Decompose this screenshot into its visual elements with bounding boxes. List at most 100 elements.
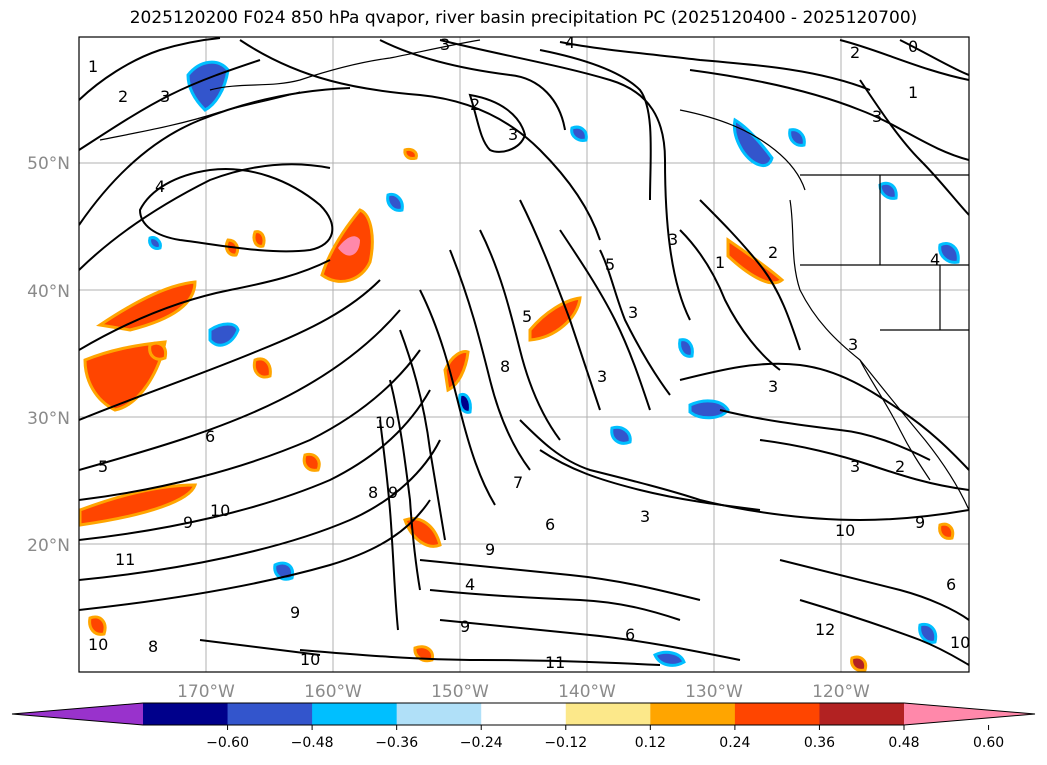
contour-label: 10 [835,521,855,540]
contour-label: 6 [205,427,215,446]
colorbar-extend-min [12,703,143,725]
colorbar-tick-label: 0.12 [635,735,666,751]
coastline-baja [859,359,931,481]
contour-label: 2 [118,87,128,106]
colorbar-tick-label: −0.60 [206,735,249,751]
contour-label: 3 [768,377,778,396]
contour-label: 1 [715,253,725,272]
contour-label: 9 [915,513,925,532]
lon-label-120w: 120°W [812,682,870,702]
border-us-states [800,175,969,331]
colorbar-tick-label: −0.24 [460,735,503,751]
precip-positive-patch [850,655,868,672]
precip-positive-patch [252,230,266,248]
coastline-bc [679,109,806,191]
lat-label-50n: 50°N [27,154,70,174]
contour-label: 5 [522,307,532,326]
precip-negative-patch [386,192,404,212]
precip-negative-patch [938,242,960,264]
contour-label: 9 [388,483,398,502]
contour-label: 8 [368,483,378,502]
contour-label: 3 [628,303,638,322]
colorbar-segment [227,703,313,725]
contour-label: 3 [508,125,518,144]
colorbar-segment [312,703,398,725]
colorbar-segment [565,703,651,725]
precip-negative-patch [610,425,632,445]
precip-anomaly-shading [79,60,960,672]
precip-positive-patch [302,452,321,472]
contour-label: 9 [290,603,300,622]
coastline-alaska [209,39,481,91]
lon-label-170w: 170°W [177,682,235,702]
precip-positive-patch [726,237,785,285]
contour-label: 3 [160,87,170,106]
contour-label: 3 [668,230,678,249]
contour-label: 8 [500,357,510,376]
colorbar [11,702,1036,726]
contour-label: 5 [98,457,108,476]
contour-label: 3 [440,35,450,54]
colorbar-ticks: −0.60 −0.48 −0.36 −0.24 −0.12 0.12 0.24 0.36 0.4… [206,725,1004,751]
latitude-labels: 50°N 40°N 30°N 20°N [27,154,70,556]
contour-label: 11 [545,653,565,672]
precip-negative-patch [918,622,938,644]
colorbar-tick-label: 0.24 [719,735,750,751]
contour-label: 11 [115,550,135,569]
precip-negative-patch [688,399,730,420]
lon-label-140w: 140°W [558,682,616,702]
contour-label: 9 [485,540,495,559]
contour-label: 3 [848,335,858,354]
contour-label: 10 [375,413,395,432]
colorbar-extend-max [904,703,1035,725]
contour-label: 3 [872,107,882,126]
contour-label: 3 [597,367,607,386]
colorbar-tick-label: 0.36 [804,735,835,751]
precip-positive-patch [938,522,955,540]
contour-label: 6 [545,515,555,534]
precip-negative-patch [570,125,588,142]
contour-label: 10 [210,501,230,520]
precip-positive-patch [88,615,107,636]
contour-label: 4 [565,33,575,52]
contour-label: 2 [470,95,480,114]
contour-label: 4 [930,250,940,269]
precip-negative-patch [878,181,898,200]
contour-label: 5 [605,255,615,274]
contour-label: 8 [148,637,158,656]
precip-positive-patch [83,340,167,412]
contour-label: 1 [908,83,918,102]
longitude-labels: 170°W 160°W 150°W 140°W 130°W 120°W [177,682,870,702]
map-frame [78,36,970,673]
colorbar-tick-label: 0.48 [888,735,919,751]
map-title: 2025120200 F024 850 hPa qvapor, river ba… [129,8,918,28]
precip-negative-patch [208,322,240,347]
precip-positive-patch [403,148,418,160]
precip-positive-patch [252,357,272,379]
colorbar-segment [396,703,482,725]
contour-label: 9 [183,513,193,532]
precip-negative-patch [458,392,472,414]
precip-negative-patch [678,338,694,358]
lat-label-30n: 30°N [27,409,70,429]
contour-labels: 1 2 3 4 2 3 3 4 2 0 1 3 3 1 2 5 3 5 3 8 … [88,33,969,672]
colorbar-tick-label: −0.48 [291,735,334,751]
contour-label: 12 [815,620,835,639]
colorbar-tick-label: −0.12 [544,735,587,751]
colorbar-segment [734,703,820,725]
contour-label: 3 [850,457,860,476]
contour-label: 2 [895,457,905,476]
contour-label: 6 [946,575,956,594]
map-panel [79,37,969,672]
precip-positive-patch [148,341,168,361]
lat-label-40n: 40°N [27,282,70,302]
contour-label: 10 [300,650,320,669]
colorbar-segment [819,703,905,725]
contour-label: 4 [465,575,475,594]
lat-label-20n: 20°N [27,536,70,556]
colorbar-outline [11,702,1036,726]
contour-label: 2 [768,243,778,262]
lon-label-150w: 150°W [431,682,489,702]
colorbar-segment [650,703,736,725]
